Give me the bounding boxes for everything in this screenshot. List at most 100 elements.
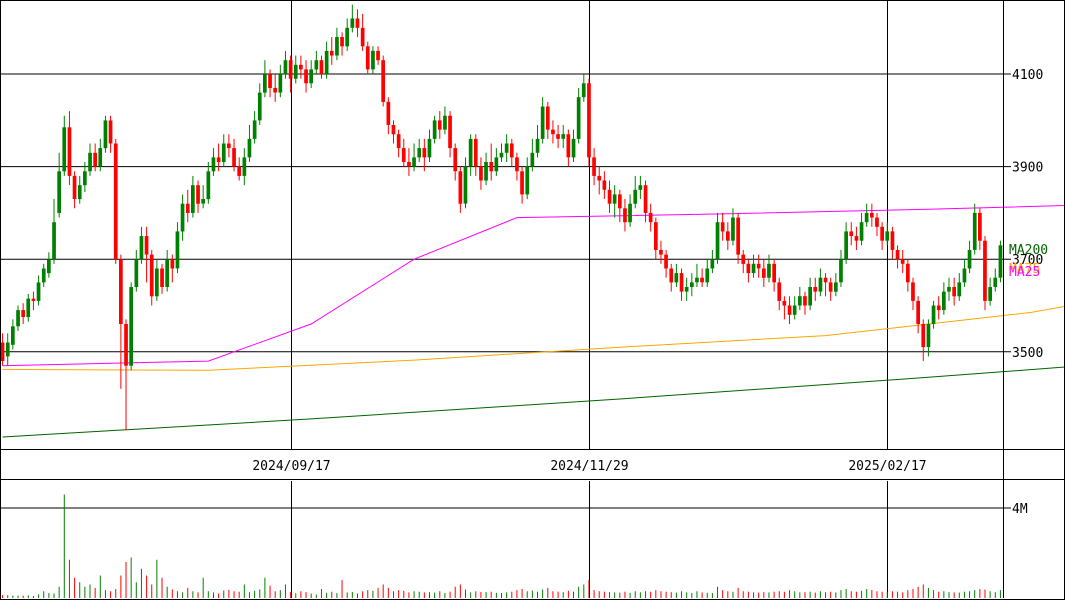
candle-body — [453, 148, 458, 172]
candle-body — [741, 254, 746, 264]
candle-body — [942, 291, 946, 311]
candle-body — [926, 324, 931, 348]
candle-body — [232, 148, 236, 167]
candle-body — [386, 101, 391, 125]
candle-body — [340, 37, 344, 47]
candle-body — [504, 143, 509, 153]
candle-body — [556, 134, 560, 139]
candle-body — [350, 18, 355, 28]
candle-body — [473, 138, 478, 167]
ma-line-ma75 — [2, 305, 1065, 371]
candle-body — [576, 97, 581, 139]
candle-body — [895, 250, 900, 260]
candle-body — [545, 106, 550, 130]
candle-body — [371, 50, 375, 70]
price-tick-label: 3500 — [1012, 346, 1043, 361]
candle-body — [77, 185, 82, 200]
candle-body — [16, 310, 20, 327]
candle-body — [180, 203, 185, 232]
candle-body — [252, 120, 257, 139]
candle-body — [41, 268, 46, 283]
candle-body — [633, 189, 638, 204]
candle-body — [870, 212, 874, 218]
candle-body — [412, 157, 416, 167]
candle-body — [695, 277, 699, 283]
candle-body — [314, 60, 319, 70]
candle-body — [479, 166, 483, 181]
candle-body — [756, 263, 761, 269]
date-tick-label: 2024/09/17 — [252, 459, 330, 474]
candle-body — [484, 162, 488, 181]
candle-body — [967, 250, 972, 269]
candle-body — [808, 287, 812, 306]
candle-body — [720, 222, 725, 232]
candle-body — [581, 83, 586, 98]
candle-body — [551, 129, 555, 135]
candle-body — [700, 277, 704, 283]
candle-body — [468, 138, 473, 167]
candle-body — [31, 298, 36, 301]
candle-body — [684, 287, 689, 292]
candle-body — [237, 166, 241, 176]
candle-body — [900, 259, 905, 264]
candle-body — [221, 143, 226, 162]
candle-body — [530, 152, 535, 167]
candle-body — [463, 166, 468, 204]
candle-body — [160, 268, 164, 287]
price-tick-label: 4100 — [1012, 68, 1043, 83]
candle-body — [520, 171, 524, 195]
candle-body — [309, 69, 313, 84]
candle-body — [767, 263, 771, 278]
candle-body — [731, 217, 735, 241]
candle-body — [139, 236, 144, 260]
axis-labels: 3500 3700 3900 4100 2024/09/17 2024/11/29 2025… — [252, 68, 1048, 517]
candle-body — [540, 106, 545, 139]
candle-body — [654, 222, 658, 250]
candle-body — [710, 259, 715, 269]
candle-body — [983, 240, 987, 301]
candle-body — [407, 162, 411, 167]
candle-body — [839, 259, 843, 283]
candle-body — [98, 148, 103, 167]
candle-body — [381, 60, 385, 102]
candle-body — [690, 282, 694, 287]
candle-body — [11, 326, 15, 345]
candle-body — [664, 254, 668, 269]
candle-body — [602, 180, 607, 190]
candle-body — [618, 194, 622, 209]
candle-body — [293, 64, 298, 79]
candle-body — [587, 83, 591, 158]
candle-body — [859, 222, 864, 241]
candle-body — [726, 231, 730, 241]
volume-bars — [2, 494, 1001, 598]
candle-body — [185, 203, 190, 213]
candle-body — [108, 120, 113, 144]
candle-body — [638, 185, 643, 190]
candle-body — [443, 115, 447, 130]
candle-body — [777, 282, 782, 301]
candle-body — [0, 342, 5, 361]
candle-body — [782, 300, 787, 306]
candle-body — [705, 268, 710, 283]
candle-body — [324, 50, 329, 74]
candle-body — [906, 263, 910, 283]
candle-body — [299, 64, 303, 70]
candle-body — [813, 287, 818, 292]
candle-body — [798, 296, 802, 306]
candle-body — [566, 134, 571, 158]
candle-body — [509, 143, 514, 158]
candle-body — [947, 287, 951, 292]
ma-label-ma25: MA25 — [1009, 265, 1040, 280]
candle-body — [72, 175, 77, 199]
candle-body — [993, 277, 998, 287]
candle-body — [201, 199, 205, 204]
candle-body — [216, 157, 221, 162]
candle-body — [422, 148, 427, 158]
candle-body — [247, 138, 252, 158]
candle-body — [268, 74, 272, 88]
